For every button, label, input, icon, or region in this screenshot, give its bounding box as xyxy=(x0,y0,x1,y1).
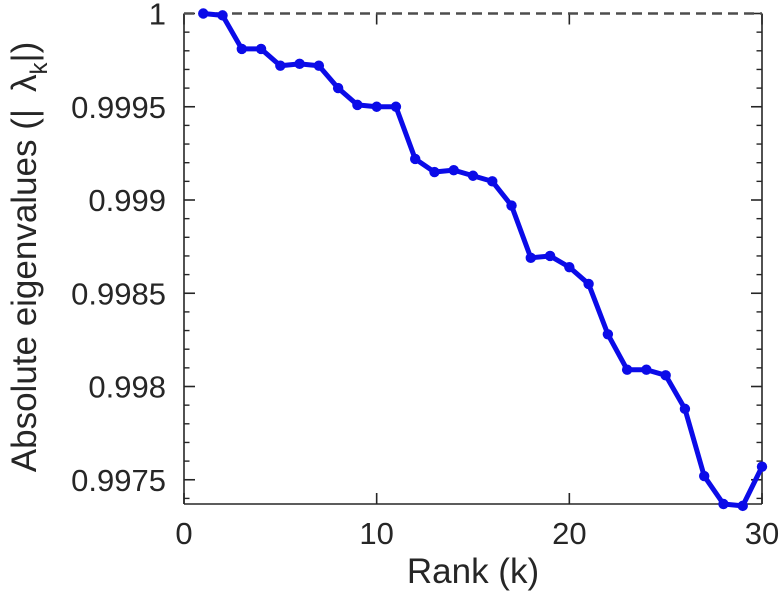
data-point-marker xyxy=(621,364,633,375)
data-point-marker xyxy=(236,43,247,55)
y-tick-label: 0.999 xyxy=(88,183,166,218)
data-point-marker xyxy=(352,99,363,111)
data-point-marker xyxy=(467,170,479,181)
data-point-marker xyxy=(429,166,440,178)
data-point-marker xyxy=(294,58,305,70)
data-point-marker xyxy=(564,261,575,273)
y-tick-label: 0.998 xyxy=(88,370,166,405)
data-point-marker xyxy=(506,200,517,211)
data-point-marker xyxy=(602,329,614,340)
data-point-marker xyxy=(255,43,267,55)
x-tick-label: 0 xyxy=(175,516,192,551)
data-point-marker xyxy=(544,250,556,262)
lambda-subscript: k xyxy=(26,62,53,75)
data-point-marker xyxy=(448,164,459,176)
data-point-marker xyxy=(756,461,768,472)
data-point-marker xyxy=(217,10,228,21)
data-point-marker xyxy=(718,498,729,510)
y-tick-label: 0.9995 xyxy=(71,90,166,125)
y-tick-label: 0.9975 xyxy=(71,463,166,498)
data-point-marker xyxy=(275,60,286,71)
data-point-marker xyxy=(525,252,536,264)
data-point-marker xyxy=(410,153,421,165)
x-tick-label: 10 xyxy=(359,516,393,551)
y-axis-label: Absolute eigenvalues (| λk|) xyxy=(5,41,53,473)
data-point-marker xyxy=(641,364,652,375)
data-point-marker xyxy=(737,500,748,512)
data-point-marker xyxy=(679,403,691,415)
y-tick-label: 0.9985 xyxy=(71,276,166,311)
data-point-marker xyxy=(487,176,498,187)
data-point-marker xyxy=(371,101,382,112)
x-tick-label: 20 xyxy=(552,516,586,551)
data-point-marker xyxy=(660,370,671,381)
data-point-marker xyxy=(313,60,325,71)
data-point-marker xyxy=(332,82,344,94)
data-point-marker xyxy=(390,101,402,112)
x-axis-label: Rank (k) xyxy=(406,552,540,591)
y-axis-label-suffix: |) xyxy=(5,41,44,63)
data-point-marker xyxy=(699,470,710,482)
y-tick-label: 1 xyxy=(149,0,166,32)
x-tick-label: 30 xyxy=(745,516,779,551)
data-point-marker xyxy=(583,278,594,290)
data-point-marker xyxy=(198,8,209,19)
y-axis-label-text: Absolute eigenvalues (| xyxy=(5,109,44,473)
lambda-symbol: λ xyxy=(5,74,44,93)
eigenvalue-data-line xyxy=(200,11,765,509)
